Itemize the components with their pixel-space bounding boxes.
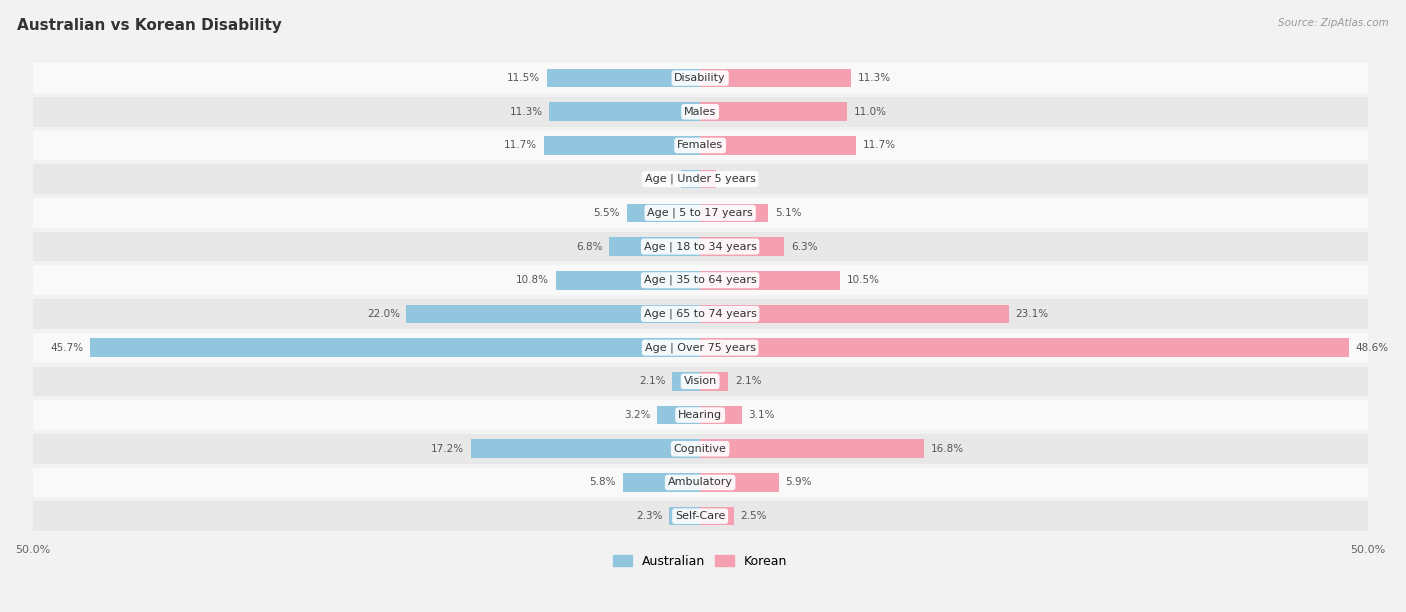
Text: 5.5%: 5.5% — [593, 208, 620, 218]
Bar — [700, 69, 851, 88]
Text: 22.0%: 22.0% — [367, 309, 399, 319]
Text: 2.1%: 2.1% — [638, 376, 665, 386]
Text: 17.2%: 17.2% — [430, 444, 464, 453]
Bar — [700, 507, 734, 526]
Text: 11.3%: 11.3% — [509, 106, 543, 117]
Text: Age | Under 5 years: Age | Under 5 years — [645, 174, 755, 184]
Text: Hearing: Hearing — [678, 410, 723, 420]
Bar — [700, 305, 1008, 323]
Text: 6.3%: 6.3% — [792, 242, 817, 252]
Bar — [32, 130, 1368, 160]
Bar — [700, 338, 1348, 357]
Bar — [700, 170, 716, 188]
Bar — [406, 305, 700, 323]
Bar — [90, 338, 700, 357]
Text: Australian vs Korean Disability: Australian vs Korean Disability — [17, 18, 281, 34]
Bar — [32, 333, 1368, 362]
Text: Age | 18 to 34 years: Age | 18 to 34 years — [644, 241, 756, 252]
Bar — [669, 507, 700, 526]
Bar — [32, 165, 1368, 194]
Text: 5.9%: 5.9% — [786, 477, 813, 487]
Bar — [627, 204, 700, 222]
Bar — [700, 439, 924, 458]
Bar — [555, 271, 700, 289]
Bar — [547, 69, 700, 88]
Bar — [550, 102, 700, 121]
Text: Vision: Vision — [683, 376, 717, 386]
Text: 16.8%: 16.8% — [931, 444, 965, 453]
Bar — [700, 372, 728, 390]
Bar — [32, 501, 1368, 531]
Text: 5.8%: 5.8% — [589, 477, 616, 487]
Text: Self-Care: Self-Care — [675, 511, 725, 521]
Text: Age | 65 to 74 years: Age | 65 to 74 years — [644, 308, 756, 319]
Bar — [700, 406, 741, 424]
Text: 2.5%: 2.5% — [740, 511, 766, 521]
Text: 6.8%: 6.8% — [576, 242, 603, 252]
Text: 11.7%: 11.7% — [505, 141, 537, 151]
Bar — [32, 299, 1368, 329]
Text: 11.7%: 11.7% — [863, 141, 896, 151]
Text: Age | 5 to 17 years: Age | 5 to 17 years — [647, 207, 754, 218]
Bar — [32, 266, 1368, 295]
Text: 10.5%: 10.5% — [846, 275, 880, 285]
Text: 11.3%: 11.3% — [858, 73, 891, 83]
Text: 5.1%: 5.1% — [775, 208, 801, 218]
Bar — [682, 170, 700, 188]
Bar — [658, 406, 700, 424]
Bar — [623, 473, 700, 491]
Text: Source: ZipAtlas.com: Source: ZipAtlas.com — [1278, 18, 1389, 28]
Bar — [32, 434, 1368, 463]
Bar — [700, 237, 785, 256]
Text: 11.5%: 11.5% — [506, 73, 540, 83]
Bar — [32, 232, 1368, 261]
Text: Disability: Disability — [675, 73, 725, 83]
Bar — [609, 237, 700, 256]
Bar — [32, 63, 1368, 93]
Text: 3.1%: 3.1% — [748, 410, 775, 420]
Text: Cognitive: Cognitive — [673, 444, 727, 453]
Text: Ambulatory: Ambulatory — [668, 477, 733, 487]
Bar — [471, 439, 700, 458]
Text: 10.8%: 10.8% — [516, 275, 550, 285]
Text: 48.6%: 48.6% — [1355, 343, 1389, 353]
Text: 23.1%: 23.1% — [1015, 309, 1049, 319]
Text: 2.1%: 2.1% — [735, 376, 762, 386]
Text: 2.3%: 2.3% — [637, 511, 662, 521]
Bar — [32, 367, 1368, 396]
Bar — [32, 97, 1368, 127]
Text: 3.2%: 3.2% — [624, 410, 651, 420]
Bar — [672, 372, 700, 390]
Bar — [544, 136, 700, 155]
Bar — [700, 102, 846, 121]
Text: Males: Males — [685, 106, 716, 117]
Bar — [32, 198, 1368, 228]
Text: 1.2%: 1.2% — [723, 174, 749, 184]
Bar — [700, 473, 779, 491]
Bar — [32, 400, 1368, 430]
Legend: Australian, Korean: Australian, Korean — [607, 550, 792, 573]
Text: 1.4%: 1.4% — [648, 174, 675, 184]
Text: Females: Females — [678, 141, 723, 151]
Text: Age | 35 to 64 years: Age | 35 to 64 years — [644, 275, 756, 286]
Bar — [700, 204, 768, 222]
Bar — [700, 136, 856, 155]
Bar — [700, 271, 841, 289]
Text: 11.0%: 11.0% — [853, 106, 887, 117]
Text: 45.7%: 45.7% — [51, 343, 83, 353]
Text: Age | Over 75 years: Age | Over 75 years — [645, 342, 755, 353]
Bar — [32, 468, 1368, 498]
